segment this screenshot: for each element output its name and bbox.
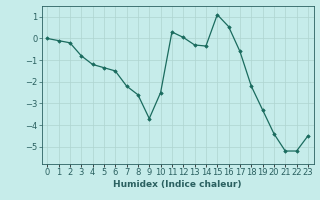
X-axis label: Humidex (Indice chaleur): Humidex (Indice chaleur) <box>113 180 242 189</box>
